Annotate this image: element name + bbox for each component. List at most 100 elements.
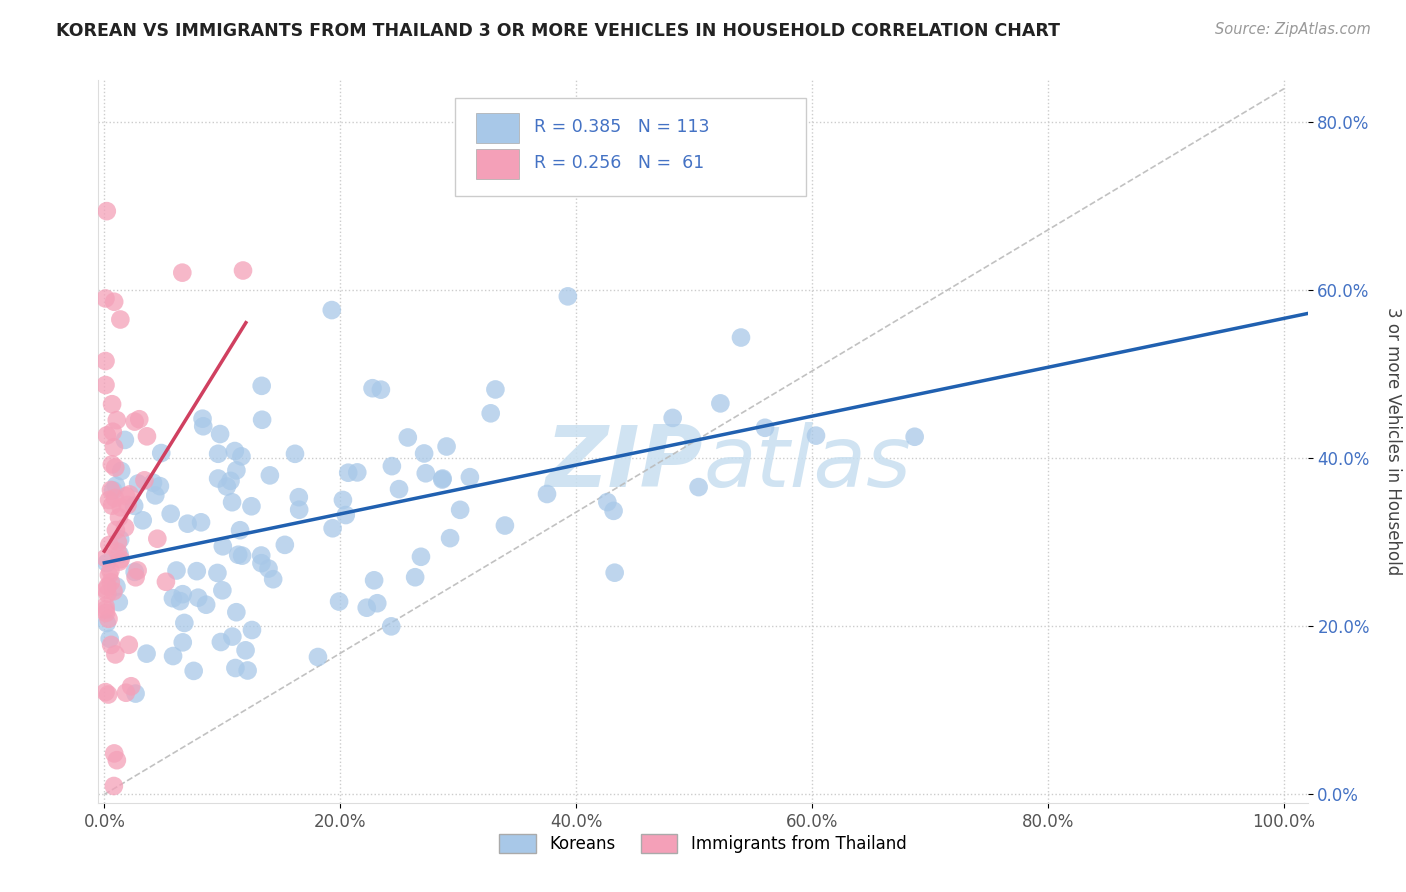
- Point: [136, 429, 159, 443]
- Point: [332, 492, 354, 507]
- Point: [94, 551, 117, 566]
- Point: [176, 516, 198, 531]
- Point: [494, 518, 516, 533]
- Point: [235, 643, 257, 657]
- Point: [118, 487, 141, 501]
- Point: [100, 564, 122, 578]
- Point: [396, 430, 419, 444]
- Point: [98, 538, 121, 552]
- Point: [404, 570, 426, 584]
- Point: [108, 533, 131, 547]
- Point: [232, 263, 254, 277]
- Point: [107, 545, 129, 559]
- Point: [190, 516, 212, 530]
- Point: [661, 411, 683, 425]
- Point: [114, 433, 136, 447]
- Point: [172, 587, 194, 601]
- Point: [124, 687, 146, 701]
- Point: [142, 475, 165, 490]
- Point: [162, 591, 184, 606]
- Point: [284, 447, 307, 461]
- Point: [413, 446, 436, 460]
- Point: [103, 747, 125, 761]
- Point: [449, 503, 471, 517]
- Point: [380, 619, 402, 633]
- Point: [94, 354, 117, 368]
- Point: [127, 476, 149, 491]
- Point: [193, 419, 215, 434]
- Point: [162, 648, 184, 663]
- Point: [97, 568, 120, 582]
- Point: [346, 466, 368, 480]
- Point: [709, 396, 731, 410]
- Point: [150, 446, 173, 460]
- Point: [596, 495, 619, 509]
- Point: [103, 584, 125, 599]
- Point: [603, 566, 626, 580]
- Point: [211, 539, 233, 553]
- Point: [225, 463, 247, 477]
- Point: [103, 294, 125, 309]
- Point: [107, 595, 129, 609]
- Point: [484, 383, 506, 397]
- Point: [103, 779, 125, 793]
- Point: [108, 547, 131, 561]
- Point: [100, 483, 122, 497]
- Point: [110, 500, 132, 515]
- Point: [97, 688, 120, 702]
- Point: [183, 664, 205, 678]
- Point: [173, 615, 195, 630]
- Point: [688, 480, 710, 494]
- Point: [602, 504, 624, 518]
- Point: [172, 266, 194, 280]
- Point: [191, 411, 214, 425]
- Point: [134, 473, 156, 487]
- Point: [149, 479, 172, 493]
- Point: [328, 594, 350, 608]
- Y-axis label: 3 or more Vehicles in Household: 3 or more Vehicles in Household: [1384, 308, 1402, 575]
- Point: [458, 470, 481, 484]
- Point: [236, 664, 259, 678]
- Point: [94, 378, 117, 392]
- Point: [110, 552, 132, 566]
- Point: [105, 753, 128, 767]
- Point: [370, 383, 392, 397]
- Point: [97, 612, 120, 626]
- Point: [436, 440, 458, 454]
- Point: [107, 535, 129, 549]
- Point: [432, 471, 454, 485]
- Point: [209, 635, 232, 649]
- Point: [257, 561, 280, 575]
- Point: [94, 582, 117, 597]
- Point: [105, 580, 128, 594]
- Point: [115, 686, 138, 700]
- Text: ZIP: ZIP: [546, 422, 703, 505]
- Point: [103, 440, 125, 454]
- Point: [124, 565, 146, 579]
- Point: [120, 679, 142, 693]
- Point: [432, 473, 454, 487]
- Point: [211, 583, 233, 598]
- Bar: [475, 112, 519, 143]
- Point: [94, 685, 117, 699]
- Point: [240, 623, 263, 637]
- Point: [415, 467, 437, 481]
- Point: [388, 482, 411, 496]
- Point: [240, 500, 263, 514]
- Point: [97, 580, 120, 594]
- Point: [221, 630, 243, 644]
- Point: [479, 406, 502, 420]
- Point: [221, 495, 243, 509]
- Point: [94, 292, 117, 306]
- Point: [110, 464, 132, 478]
- Point: [101, 425, 124, 439]
- Point: [114, 520, 136, 534]
- Point: [262, 572, 284, 586]
- Text: R = 0.256   N =  61: R = 0.256 N = 61: [534, 154, 704, 172]
- Point: [207, 471, 229, 485]
- Point: [250, 379, 273, 393]
- Point: [229, 523, 252, 537]
- Point: [104, 648, 127, 662]
- Point: [225, 605, 247, 619]
- Point: [187, 591, 209, 605]
